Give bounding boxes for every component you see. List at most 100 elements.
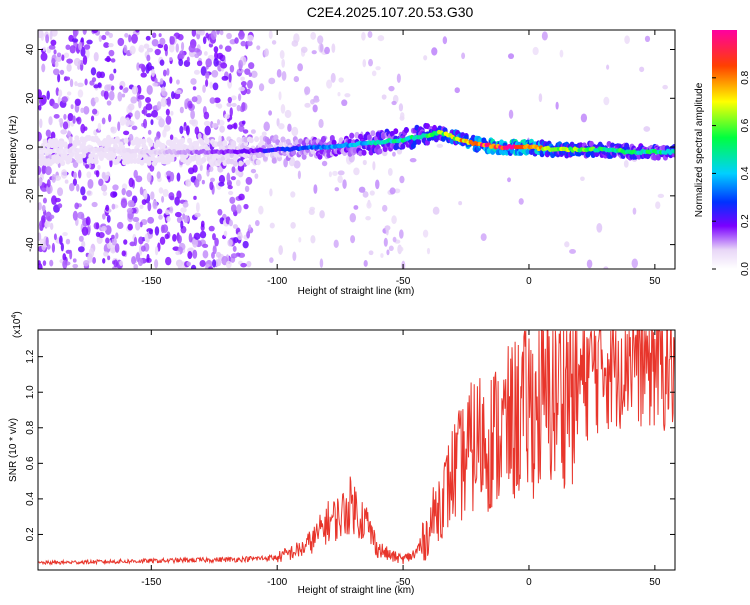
spectrogram-noise-cell xyxy=(276,69,282,78)
spectrogram-noise-cell xyxy=(186,56,190,63)
spectrogram-noise-cell xyxy=(46,90,50,100)
spectrogram-noise-cell xyxy=(603,96,610,106)
spectrogram-noise-cell xyxy=(353,205,359,210)
spectrogram-noise-cell xyxy=(51,57,56,65)
spectrogram-noise-cell xyxy=(78,42,83,51)
spectrogram-noise-cell xyxy=(237,93,242,102)
spectrogram-noise-cell xyxy=(326,79,333,89)
spectrogram-noise-cell xyxy=(396,73,401,83)
spectrogram-noise-cell xyxy=(122,87,129,94)
spectrogram-noise-cell xyxy=(596,222,603,233)
spectrogram-noise-cell xyxy=(226,102,232,107)
spectrogram-noise-cell xyxy=(214,237,219,247)
spectrogram-noise-cell xyxy=(95,170,100,178)
spectrogram-noise-cell xyxy=(45,211,52,221)
spectrogram-noise-cell xyxy=(156,208,163,215)
spectrogram-noise-cell xyxy=(158,118,165,128)
spectrogram-noise-cell xyxy=(110,85,115,91)
spectrogram-noise-cell xyxy=(81,226,89,236)
spectrogram-noise-cell xyxy=(233,237,239,244)
spectrogram-noise-cell xyxy=(215,102,219,108)
spectrogram-noise-cell xyxy=(91,201,98,208)
spectrogram-noise-cell xyxy=(256,45,261,50)
spectrogram-noise-cell xyxy=(143,189,148,200)
snr-y-tick-label: 0.8 xyxy=(25,420,36,434)
spectrogram-noise-cell xyxy=(233,122,238,130)
spectrogram-ridge-halo xyxy=(128,157,134,164)
spectrogram-noise-cell xyxy=(178,50,185,60)
spectrogram-noise-cell xyxy=(241,101,246,112)
spectrogram-noise-cell xyxy=(184,98,189,109)
spectrogram-noise-cell xyxy=(177,261,182,269)
spectrogram-noise-cell xyxy=(45,236,49,247)
spectrogram-noise-cell xyxy=(290,222,296,229)
spectrogram-noise-cell xyxy=(300,46,308,53)
spectrogram-noise-cell xyxy=(298,236,302,243)
spectrogram-noise-cell xyxy=(110,126,117,134)
spectrogram-noise-cell xyxy=(254,173,259,179)
spectrogram-noise-cell xyxy=(82,195,87,201)
spectrogram-ridge-halo xyxy=(403,127,409,134)
spectrogram-noise-cell xyxy=(50,39,57,46)
spectrogram-noise-cell xyxy=(231,95,237,101)
colorbar-tick-label: 0.0 xyxy=(740,262,750,276)
spectrogram-noise-cell xyxy=(243,203,249,210)
spectrogram-noise-cell xyxy=(399,246,404,252)
spectrogram-noise-cell xyxy=(58,89,63,97)
snr-y-tick-label: 0.4 xyxy=(25,492,36,506)
spectrogram-noise-cell xyxy=(227,124,233,130)
spectrogram-noise-cell xyxy=(232,224,238,229)
spectrogram-noise-cell xyxy=(632,207,637,215)
spectrogram-noise-cell xyxy=(199,164,203,172)
spectrogram-noise-cell xyxy=(80,186,86,196)
spectrogram-noise-cell xyxy=(91,77,97,83)
spectrogram-noise-cell xyxy=(146,172,152,183)
spectrogram-noise-cell xyxy=(154,259,159,269)
spectrogram-ridge-halo xyxy=(273,134,279,141)
spectrogram-noise-cell xyxy=(180,207,187,213)
spectrogram-noise-cell xyxy=(49,30,53,41)
spectrogram-noise-cell xyxy=(38,131,42,142)
spectrogram-noise-cell xyxy=(375,179,380,190)
spectrogram-noise-cell xyxy=(131,33,138,44)
spectrogram-noise-cell xyxy=(337,170,345,176)
snr-y-tick-label: 0.6 xyxy=(25,456,36,470)
spectrogram-noise-cell xyxy=(204,72,210,79)
spectrogram-noise-cell xyxy=(206,169,210,177)
spectrogram-noise-cell xyxy=(564,241,570,248)
spectrogram-noise-cell xyxy=(193,69,200,75)
spectrogram-noise-cell xyxy=(350,235,356,244)
spectrogram-noise-cell xyxy=(202,36,207,45)
colorbar-tick-label: 0.6 xyxy=(740,118,750,132)
colorbar-tick-label: 0.8 xyxy=(740,70,750,84)
spectrogram-noise-cell xyxy=(83,126,88,131)
spectrogram-noise-cell xyxy=(363,260,368,267)
spectrogram-noise-cell xyxy=(218,181,225,187)
spectrogram-y-label: Frequency (Hz) xyxy=(8,116,19,185)
spectrogram-ridge-halo xyxy=(225,158,231,165)
spectrogram-ridge-halo xyxy=(652,154,658,161)
spectrogram-ridge-halo xyxy=(329,135,335,142)
spectrogram-noise-cell xyxy=(39,238,45,246)
spectrogram-noise-cell xyxy=(639,66,645,73)
spectrogram-noise-cell xyxy=(140,72,147,78)
spectrogram-noise-cell xyxy=(241,120,246,125)
spectrogram-noise-cell xyxy=(135,221,141,231)
spectrogram-noise-cell xyxy=(246,34,254,42)
spectrogram-ridge-halo xyxy=(148,141,154,148)
spectrogram-noise-cell xyxy=(248,62,255,70)
spectrogram-noise-cell xyxy=(238,59,244,70)
spectrogram-ridge-halo xyxy=(114,136,120,143)
spectrogram-noise-cell xyxy=(45,165,52,176)
spectrogram-noise-cell xyxy=(85,216,91,226)
spectrogram-noise-cell xyxy=(624,35,630,45)
spectrogram-noise-cell xyxy=(362,159,367,166)
spectrogram-noise-cell xyxy=(127,199,135,208)
spectrogram-noise-cell xyxy=(426,247,431,255)
spectrogram-noise-cell xyxy=(199,259,206,268)
spectrogram-noise-cell xyxy=(655,201,661,210)
spectrogram-noise-cell xyxy=(39,118,43,129)
spectrogram-noise-cell xyxy=(250,70,258,78)
spectrogram-noise-cell xyxy=(131,256,137,265)
spectrogram-noise-cell xyxy=(126,207,133,214)
